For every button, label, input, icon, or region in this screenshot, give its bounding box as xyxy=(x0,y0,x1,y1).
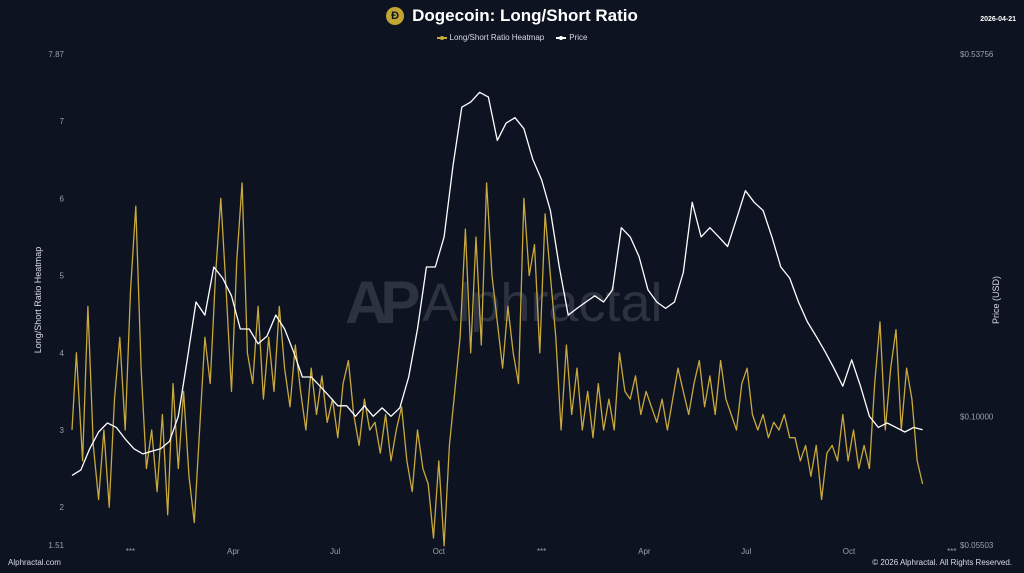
chart-title: Dogecoin: Long/Short Ratio xyxy=(412,6,638,25)
x-tick-label: *** xyxy=(947,547,956,556)
watermark-logo-icon: AP xyxy=(345,269,420,336)
series-layer xyxy=(71,91,924,547)
left-axis-title: Long/Short Ratio Heatmap xyxy=(33,247,43,354)
right-tick-label: $0.05503 xyxy=(960,541,994,550)
legend-label-price: Price xyxy=(569,33,588,42)
x-tick-label: Apr xyxy=(227,547,240,556)
legend: Long/Short Ratio Heatmap Price xyxy=(0,33,1024,42)
x-tick-label: Jul xyxy=(330,547,340,556)
title-bar: Ð Dogecoin: Long/Short Ratio xyxy=(0,4,1024,28)
legend-swatch-heatmap xyxy=(436,35,447,40)
right-tick-label: $0.10000 xyxy=(960,412,994,421)
left-tick-label: 1.51 xyxy=(48,541,64,550)
left-tick-label: 4 xyxy=(60,349,65,358)
right-axis-ticks: $0.53756 $0.10000 $0.05503 xyxy=(960,50,994,550)
heatmap-series-line xyxy=(71,182,924,547)
date-stamp: 2026-04-21 xyxy=(980,16,1016,23)
legend-item-price[interactable]: Price xyxy=(556,33,587,42)
x-axis-ticks: *** Apr Jul Oct *** Apr Jul Oct *** xyxy=(126,547,957,556)
x-tick-label: Oct xyxy=(843,547,856,556)
right-tick-label: $0.53756 xyxy=(960,50,994,59)
price-series-line xyxy=(71,91,923,476)
left-tick-label: 6 xyxy=(60,194,65,203)
legend-item-heatmap[interactable]: Long/Short Ratio Heatmap xyxy=(436,33,545,42)
x-tick-label: Jul xyxy=(741,547,751,556)
footer-copyright: © 2026 Alphractal. All Rights Reserved. xyxy=(872,558,1012,567)
right-axis-title: Price (USD) xyxy=(991,276,1001,324)
dogecoin-logo-icon: Ð xyxy=(386,7,405,25)
left-tick-label: 3 xyxy=(60,426,65,435)
x-tick-label: *** xyxy=(537,547,546,556)
legend-label-heatmap: Long/Short Ratio Heatmap xyxy=(449,33,545,42)
legend-swatch-price xyxy=(556,35,567,40)
left-tick-label: 7 xyxy=(60,117,65,126)
left-tick-label: 7.87 xyxy=(48,50,64,59)
left-tick-label: 2 xyxy=(60,503,65,512)
x-tick-label: Oct xyxy=(433,547,446,556)
footer-site[interactable]: Alphractal.com xyxy=(8,558,61,567)
x-tick-label: Apr xyxy=(638,547,651,556)
x-tick-label: *** xyxy=(126,547,135,556)
left-axis-ticks: 7.87 7 6 5 4 3 2 1.51 xyxy=(48,50,64,550)
left-tick-label: 5 xyxy=(60,272,65,281)
